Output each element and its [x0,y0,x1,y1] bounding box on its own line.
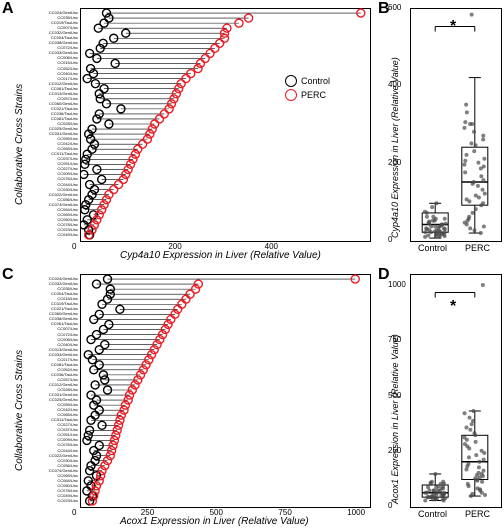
panel-c-svg [80,274,369,506]
xtick: 750 [278,508,291,517]
ytick: 200 [388,158,401,167]
panel-a-xlabel: Cyp4a10 Expression in Liver (Relative Va… [120,250,321,261]
panel-c-ylabel: Collaborative Cross Strains [14,350,25,471]
ytick: 1000 [388,280,406,289]
panel-b-control-label: Control [415,243,450,253]
panel-d-control-label: Control [415,509,450,519]
panel-c-xlabel: Acox1 Expression in Liver (Relative Valu… [120,516,309,527]
panel-label-a: A [2,0,14,18]
ytick: 600 [388,3,401,12]
legend: Control PERC [285,75,330,103]
legend-perc-marker [285,89,297,101]
panel-b-sig: * [450,18,456,36]
xtick: 250 [141,508,154,517]
ytick: 500 [388,391,401,400]
panel-a-ylabel: Collaborative Cross Strains [14,84,25,205]
xtick: 400 [265,242,278,251]
legend-perc-label: PERC [301,90,326,100]
panel-b-svg [410,8,500,240]
legend-control: Control [285,75,330,87]
xtick: 500 [210,508,223,517]
legend-control-marker [285,75,297,87]
ytick: 250 [388,446,401,455]
ytick: 0 [388,501,392,510]
panel-b-perc-label: PERC [460,243,495,253]
ytick: 400 [388,80,401,89]
strain-label: CC023/Unc [18,498,78,503]
panel-d-sig: * [450,298,456,316]
xtick: 1000 [347,508,365,517]
ytick: 750 [388,335,401,344]
legend-perc: PERC [285,89,330,101]
xtick: 0 [72,508,76,517]
panel-d-perc-label: PERC [460,509,495,519]
panel-a-svg [80,8,369,240]
strain-label: CC049/Unc [18,232,78,237]
xtick: 0 [72,242,76,251]
ytick: 0 [388,235,392,244]
panel-label-c: C [2,266,14,284]
legend-control-label: Control [301,76,330,86]
panel-d-ylabel: Acox1 Expression in Liver (Relative Valu… [390,334,400,504]
xtick: 200 [168,242,181,251]
